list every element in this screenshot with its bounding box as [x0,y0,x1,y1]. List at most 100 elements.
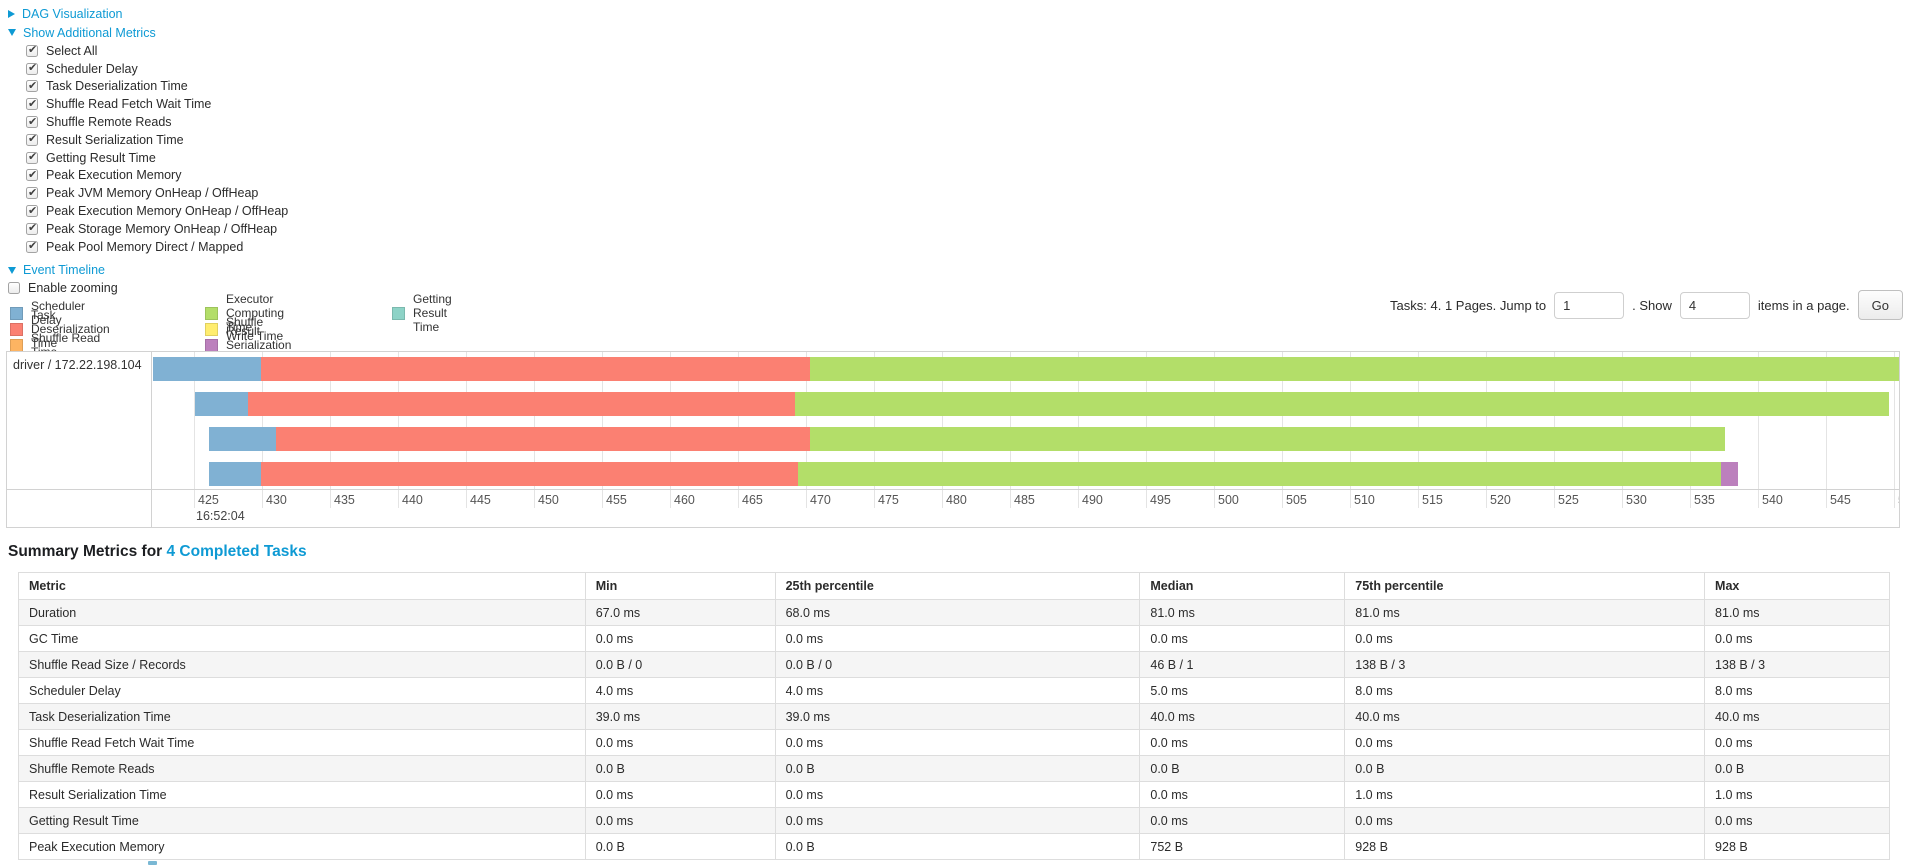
grid-line [1486,352,1487,489]
legend-label: Task Deserialization Time [31,308,110,351]
grid-line [1554,352,1555,489]
dag-visualization-toggle[interactable]: DAG Visualization [8,4,288,23]
metric-checkbox-row: Shuffle Read Fetch Wait Time [8,95,288,113]
metric-checkbox-row: Peak Execution Memory OnHeap / OffHeap [8,202,288,220]
timeline-bar-task-deserialization[interactable] [248,392,796,416]
tick-mark [1690,490,1691,508]
cutoff-next-section [148,861,157,865]
column-header: Max [1704,572,1890,600]
table-cell: 0.0 ms [774,729,1141,756]
table-cell: 81.0 ms [1139,599,1346,626]
table-row: GC Time 0.0 ms 0.0 ms 0.0 ms 0.0 ms 0.0 ms [18,625,1890,652]
grid-line [1690,352,1691,489]
table-cell: 67.0 ms [584,599,776,626]
table-cell: 1.0 ms [1704,781,1890,808]
getting-result-swatch [392,306,405,320]
axis-tick-label: 510 [1354,493,1375,507]
tick-mark [1010,490,1011,508]
table-cell: 928 B [1704,833,1890,860]
metric-checkbox-label: Scheduler Delay [46,61,138,76]
completed-tasks-link[interactable]: 4 Completed Tasks [166,543,307,560]
task-deserialization-swatch [10,322,23,336]
show-additional-metrics-label: Show Additional Metrics [23,25,156,40]
timeline-bar-executor-computing[interactable] [795,392,1889,416]
axis-tick-label: 545 [1830,493,1851,507]
metric-checkbox-label: Peak Execution Memory [46,168,182,183]
items-per-page-input[interactable] [1679,291,1750,319]
table-cell: 0.0 B [1344,755,1706,782]
legend-column: Getting Result Time [392,292,452,334]
metric-checkbox[interactable] [26,61,38,75]
table-cell: 752 B [1139,833,1346,860]
axis-tick-label: 535 [1694,493,1715,507]
timeline-bar-executor-computing[interactable] [810,357,1899,381]
table-cell: 1.0 ms [1344,781,1706,808]
metric-checkbox-label: Peak Storage Memory OnHeap / OffHeap [46,221,278,236]
table-cell: 0.0 ms [1704,625,1890,652]
timeline-bar-task-deserialization[interactable] [260,357,811,381]
timeline-bar-task-deserialization[interactable] [275,427,811,451]
table-cell: 0.0 ms [1344,729,1706,756]
tick-mark [874,490,875,508]
axis-tick-label: 430 [266,493,287,507]
timeline-bar-result-serialization[interactable] [1721,462,1738,486]
grid-line [1078,352,1079,489]
metric-checkbox-row: Scheduler Delay [8,60,288,78]
metric-checkbox[interactable] [26,97,38,111]
table-header-row: Metric Min 25th percentile Median 75th perce… [18,572,1890,600]
timeline-bar-scheduler-delay[interactable] [208,462,261,486]
event-timeline-toggle[interactable]: Event Timeline [8,261,288,280]
enable-zooming-label: Enable zooming [28,281,118,296]
tick-mark [602,490,603,508]
timeline-bar-scheduler-delay[interactable] [153,357,261,381]
grid-line [602,352,603,489]
metric-checkbox[interactable] [26,43,38,57]
table-cell: Shuffle Read Fetch Wait Time [18,729,586,756]
metric-checkbox[interactable] [26,150,38,164]
grid-line [942,352,943,489]
metric-checkbox[interactable] [26,186,38,200]
timeline-bar-task-deserialization[interactable] [260,462,798,486]
timeline-bar-executor-computing[interactable] [797,462,1722,486]
column-header: Metric [18,572,586,600]
axis-tick-label: 515 [1422,493,1443,507]
table-cell: 0.0 B [584,833,776,860]
tick-mark [806,490,807,508]
scheduler-delay-swatch [10,306,23,320]
table-row: Result Serialization Time 0.0 ms 0.0 ms 0.0… [18,781,1890,808]
metric-checkbox-row: Getting Result Time [8,149,288,167]
timeline-bar-scheduler-delay[interactable] [195,392,249,416]
metric-checkbox[interactable] [26,168,38,182]
go-button[interactable]: Go [1857,290,1903,320]
enable-zooming-checkbox[interactable] [8,282,20,295]
metric-checkbox-row: Peak JVM Memory OnHeap / OffHeap [8,184,288,202]
metric-checkbox[interactable] [26,204,38,218]
table-cell: 40.0 ms [1344,703,1706,730]
grid-line [1894,352,1895,489]
table-cell: 0.0 ms [1704,729,1890,756]
metric-checkbox[interactable] [26,115,38,129]
table-cell: 0.0 ms [584,781,776,808]
metric-checkbox[interactable] [26,221,38,235]
tick-mark [942,490,943,508]
axis-tick-label: 500 [1218,493,1239,507]
axis-tick-label: 450 [538,493,559,507]
jump-to-page-input[interactable] [1554,291,1625,319]
timeline-bar-scheduler-delay[interactable] [208,427,276,451]
metric-checkbox[interactable] [26,132,38,146]
axis-time-label: 16:52:04 [196,509,245,523]
metric-checkbox[interactable] [26,239,38,253]
legend-column: Scheduler Delay Task Deserialization Time… [10,299,110,359]
axis-tick-label: 480 [946,493,967,507]
axis-tick-label: 550 [1898,493,1899,507]
timeline-bar-executor-computing[interactable] [810,427,1726,451]
metric-checkbox-label: Select All [46,43,98,58]
show-additional-metrics-toggle[interactable]: Show Additional Metrics [8,23,288,42]
metric-checkbox[interactable] [26,79,38,93]
tick-mark [1214,490,1215,508]
table-cell: 0.0 B [774,755,1141,782]
axis-tick-label: 425 [198,493,219,507]
table-cell: 138 B / 3 [1704,651,1890,678]
grid-line [1010,352,1011,489]
axis-tick-label: 445 [470,493,491,507]
